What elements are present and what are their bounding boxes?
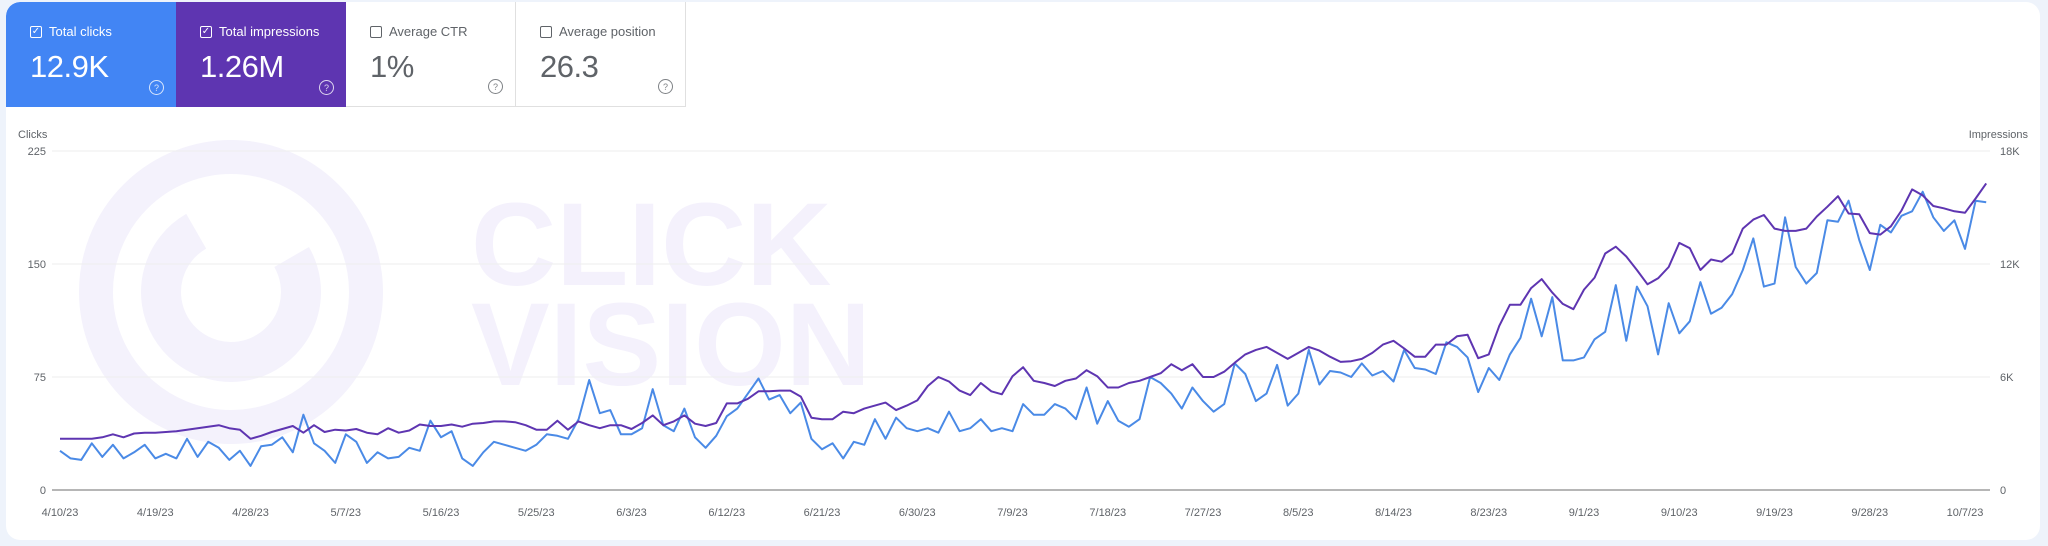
x-tick-label: 5/25/23 xyxy=(518,507,555,519)
x-tick-label: 8/23/23 xyxy=(1470,507,1507,519)
x-tick-label: 5/7/23 xyxy=(330,507,361,519)
y-left-tick-label: 225 xyxy=(28,146,46,158)
x-tick-label: 4/19/23 xyxy=(137,507,174,519)
metric-card-average-position[interactable]: Average position 26.3 ? xyxy=(516,2,686,107)
x-tick-label: 6/12/23 xyxy=(708,507,745,519)
x-tick-label: 9/19/23 xyxy=(1756,507,1793,519)
watermark-line-2: VISION xyxy=(471,279,871,411)
x-tick-label: 6/30/23 xyxy=(899,507,936,519)
performance-chart: CLICK VISION 0 75 150 225 0 6K 12K 18K 4/10/23… xyxy=(18,129,2029,519)
x-tick-label: 8/14/23 xyxy=(1375,507,1412,519)
metric-value: 12.9K xyxy=(30,49,109,84)
x-tick-label: 10/7/23 xyxy=(1947,507,1984,519)
watermark-line-1: CLICK xyxy=(471,179,832,311)
x-tick-label: 9/10/23 xyxy=(1661,507,1698,519)
y-left-tick-label: 0 xyxy=(40,485,46,497)
metric-value: 1.26M xyxy=(200,49,284,84)
x-tick-label: 9/28/23 xyxy=(1851,507,1888,519)
metric-label: Average CTR xyxy=(389,24,468,39)
metric-label: Total impressions xyxy=(219,24,320,39)
x-tick-label: 7/27/23 xyxy=(1185,507,1222,519)
x-tick-label: 7/18/23 xyxy=(1089,507,1126,519)
metric-cards: ✓ Total clicks 12.9K ? ✓ Total impressions… xyxy=(6,2,686,107)
x-tick-label: 6/21/23 xyxy=(804,507,841,519)
y-axis-left-label: Clicks xyxy=(18,129,48,141)
watermark-logo: CLICK VISION xyxy=(79,140,871,444)
metric-card-average-ctr[interactable]: Average CTR 1% ? xyxy=(346,2,516,107)
metric-value: 26.3 xyxy=(540,49,599,84)
x-tick-label: 4/28/23 xyxy=(232,507,269,519)
checkbox-checked-icon[interactable]: ✓ xyxy=(30,25,42,38)
metric-card-total-clicks[interactable]: ✓ Total clicks 12.9K ? xyxy=(6,2,176,107)
y-right-tick-label: 18K xyxy=(2000,146,2020,158)
metric-label: Total clicks xyxy=(49,24,112,39)
y-right-tick-label: 6K xyxy=(2000,372,2014,384)
checkbox-unchecked-icon[interactable] xyxy=(370,25,382,38)
x-tick-label: 7/9/23 xyxy=(997,507,1028,519)
checkbox-checked-icon[interactable]: ✓ xyxy=(200,25,212,38)
y-left-tick-label: 75 xyxy=(34,372,46,384)
help-icon[interactable]: ? xyxy=(319,80,334,95)
y-right-tick-label: 0 xyxy=(2000,485,2006,497)
x-tick-label: 9/1/23 xyxy=(1569,507,1600,519)
y-left-tick-label: 150 xyxy=(28,259,46,271)
series-line-clicks xyxy=(59,190,1987,467)
metric-card-total-impressions[interactable]: ✓ Total impressions 1.26M ? xyxy=(176,2,346,107)
help-icon[interactable]: ? xyxy=(658,79,673,94)
help-icon[interactable]: ? xyxy=(149,80,164,95)
checkbox-unchecked-icon[interactable] xyxy=(540,25,552,38)
x-tick-label: 4/10/23 xyxy=(42,507,79,519)
metric-value: 1% xyxy=(370,49,414,84)
metric-label: Average position xyxy=(559,24,656,39)
x-tick-label: 8/5/23 xyxy=(1283,507,1314,519)
series-line-impressions xyxy=(60,182,1988,440)
x-tick-label: 5/16/23 xyxy=(423,507,460,519)
help-icon[interactable]: ? xyxy=(488,79,503,94)
x-tick-label: 6/3/23 xyxy=(616,507,647,519)
y-axis-right-label: Impressions xyxy=(1969,129,2029,141)
performance-panel: CLICK VISION 0 75 150 225 0 6K 12K 18K 4/10/23… xyxy=(6,2,2040,540)
y-right-tick-label: 12K xyxy=(2000,259,2020,271)
